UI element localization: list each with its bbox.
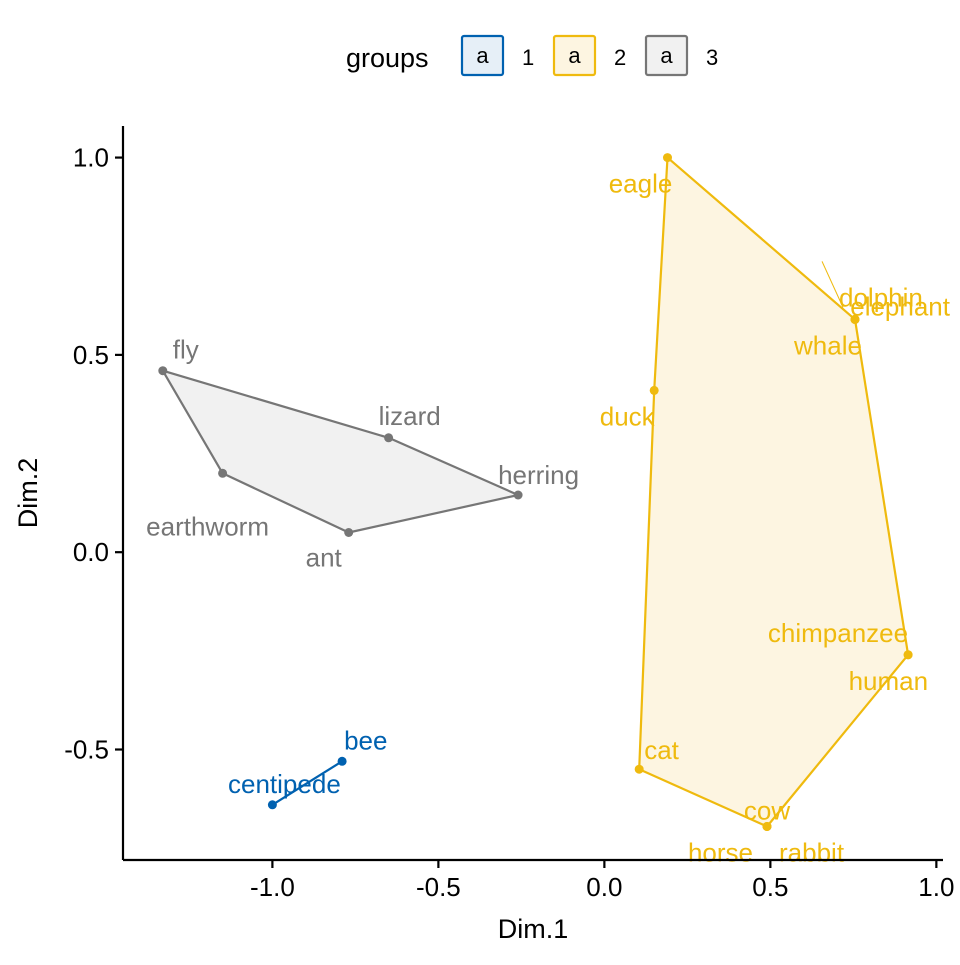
legend-key-glyph-1: a bbox=[476, 43, 489, 68]
point-lizard bbox=[384, 433, 394, 443]
legend-key-glyph-3: a bbox=[660, 43, 673, 68]
point-label-duck: duck bbox=[600, 401, 656, 431]
point-fly bbox=[158, 366, 168, 376]
legend-key-1 bbox=[460, 34, 505, 77]
point-human bbox=[903, 650, 913, 660]
point-label-lizard: lizard bbox=[379, 401, 441, 431]
y-tick-label-0: -0.5 bbox=[64, 735, 109, 765]
hull-layer bbox=[161, 156, 910, 828]
point-label-cat: cat bbox=[644, 735, 679, 765]
y-tick-label-3: 1.0 bbox=[73, 143, 109, 173]
legend-label-3: 3 bbox=[706, 45, 718, 70]
legend-entry-3: a 3 bbox=[644, 34, 718, 77]
point-label-herring: herring bbox=[498, 460, 579, 490]
point-bee bbox=[337, 756, 347, 766]
point-earthworm bbox=[218, 468, 228, 478]
x-tick-label-2: 0.0 bbox=[586, 872, 622, 902]
point-herring bbox=[513, 490, 523, 500]
legend-key-3 bbox=[644, 34, 689, 77]
point-label-bee: bee bbox=[344, 725, 387, 755]
hull-group-2 bbox=[638, 156, 910, 828]
point-label-cow: cow bbox=[744, 796, 790, 826]
x-tick-label-3: 0.5 bbox=[752, 872, 788, 902]
point-whale bbox=[850, 314, 860, 324]
point-label-fly: fly bbox=[173, 335, 199, 365]
hull-group-3 bbox=[161, 369, 520, 534]
axes: -1.0 -0.5 0.0 0.5 1.0 -0.5 0.0 0.5 1.0 bbox=[64, 126, 954, 902]
point-ant bbox=[344, 528, 354, 537]
point-rabbit bbox=[762, 822, 772, 831]
point-label-ant: ant bbox=[306, 543, 343, 573]
y-tick-label-1: 0.0 bbox=[73, 537, 109, 567]
point-label-whale: whale bbox=[793, 330, 862, 360]
point-label-centipede: centipede bbox=[228, 769, 341, 799]
point-centipede bbox=[267, 800, 277, 810]
point-duck bbox=[649, 385, 659, 395]
legend-entry-1: a 1 bbox=[460, 34, 534, 77]
point-label-dolphin: dolphin bbox=[839, 282, 923, 312]
legend-title: groups bbox=[346, 43, 429, 73]
legend-key-2 bbox=[552, 34, 597, 77]
legend-key-glyph-2: a bbox=[568, 43, 581, 68]
x-tick-label-4: 1.0 bbox=[918, 872, 954, 902]
legend: groups a 1 a 2 a 3 bbox=[346, 34, 718, 77]
point-label-human: human bbox=[849, 666, 929, 696]
point-eagle bbox=[663, 153, 672, 163]
label-connector-elephant bbox=[821, 261, 844, 308]
y-axis-title: Dim.2 bbox=[13, 458, 43, 529]
y-tick-label-2: 0.5 bbox=[73, 340, 109, 370]
legend-label-2: 2 bbox=[614, 45, 626, 70]
point-label-chimpanzee: chimpanzee bbox=[768, 618, 908, 648]
point-label-rabbit: rabbit bbox=[779, 838, 845, 868]
point-layer bbox=[158, 153, 913, 831]
point-label-earthworm: earthworm bbox=[146, 511, 269, 541]
x-axis-title: Dim.1 bbox=[498, 914, 569, 944]
point-label-eagle: eagle bbox=[609, 169, 673, 199]
point-label-horse: horse bbox=[688, 838, 753, 868]
point-cat bbox=[634, 764, 644, 774]
legend-label-1: 1 bbox=[522, 45, 534, 70]
legend-entry-2: a 2 bbox=[552, 34, 626, 77]
x-tick-label-1: -0.5 bbox=[416, 872, 461, 902]
point-label-elephant: elephant bbox=[850, 291, 951, 321]
x-tick-label-0: -1.0 bbox=[250, 872, 295, 902]
